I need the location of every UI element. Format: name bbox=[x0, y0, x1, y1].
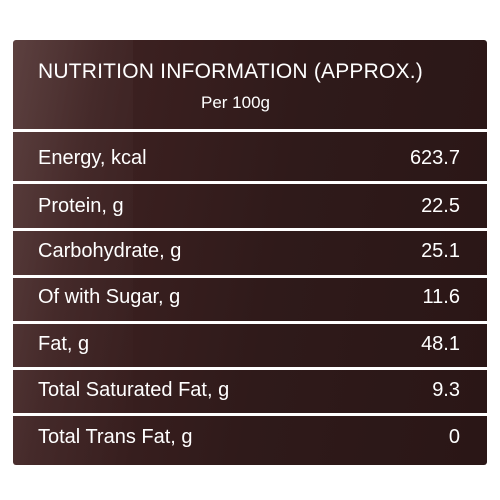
row-value-energy: 623.7 bbox=[409, 147, 460, 169]
row-divider bbox=[13, 367, 487, 370]
row-label-protein: Protein, g bbox=[38, 195, 124, 217]
label-header: NUTRITION INFORMATION (APPROX.) Per 100g bbox=[13, 40, 487, 130]
row-divider bbox=[13, 181, 487, 184]
row-value-trans-fat: 0 bbox=[448, 426, 460, 448]
label-title: NUTRITION INFORMATION (APPROX.) bbox=[38, 60, 423, 83]
nutrition-label-panel: NUTRITION INFORMATION (APPROX.) Per 100g… bbox=[13, 40, 487, 465]
row-label-saturated-fat: Total Saturated Fat, g bbox=[38, 379, 230, 401]
row-divider bbox=[13, 275, 487, 278]
row-value-saturated-fat: 9.3 bbox=[432, 379, 460, 401]
row-label-trans-fat: Total Trans Fat, g bbox=[38, 426, 193, 448]
row-value-protein: 22.5 bbox=[421, 195, 460, 217]
row-label-energy: Energy, kcal bbox=[38, 147, 147, 169]
row-value-sugar: 11.6 bbox=[422, 286, 460, 308]
row-value-fat: 48.1 bbox=[421, 333, 460, 355]
row-divider bbox=[13, 321, 487, 324]
row-divider bbox=[13, 228, 487, 231]
row-label-fat: Fat, g bbox=[38, 333, 90, 355]
label-subtitle: Per 100g bbox=[201, 93, 270, 112]
row-value-carbohydrate: 25.1 bbox=[421, 240, 460, 262]
row-label-carbohydrate: Carbohydrate, g bbox=[38, 240, 182, 262]
row-label-sugar: Of with Sugar, g bbox=[38, 286, 181, 308]
header-divider bbox=[13, 129, 487, 132]
row-divider bbox=[13, 413, 487, 416]
